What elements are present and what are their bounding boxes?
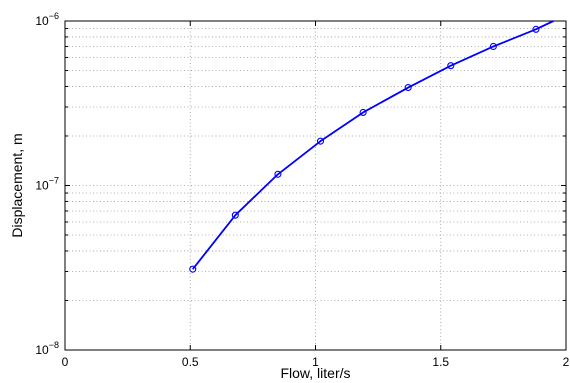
axis-ticks: 0 0.5 1 1.5 2 10−8 10−7 10−6 [35, 11, 569, 369]
data-point [231, 211, 239, 219]
x-axis-label: Flow, liter/s [280, 365, 350, 381]
data-point [359, 108, 367, 117]
y-tick-label: 10−8 [35, 340, 59, 357]
data-point [316, 137, 325, 145]
x-tick-label: 1.5 [432, 355, 449, 369]
data-point [274, 170, 282, 178]
x-tick-label: 2 [563, 355, 570, 369]
series-line [192, 20, 554, 270]
data-point [189, 265, 197, 273]
x-tick-label: 0.5 [182, 355, 199, 369]
x-tick-label: 1 [312, 355, 319, 369]
grid-lines [65, 21, 566, 350]
series-layer [189, 20, 554, 273]
data-point [489, 42, 497, 51]
y-tick-label: 10−6 [35, 11, 59, 28]
data-point [532, 25, 540, 33]
y-axis-label: Displacement, m [9, 133, 25, 237]
data-point [447, 62, 455, 70]
y-tick-label: 10−7 [35, 176, 59, 193]
x-tick-label: 0 [62, 355, 69, 369]
data-point [404, 83, 412, 92]
